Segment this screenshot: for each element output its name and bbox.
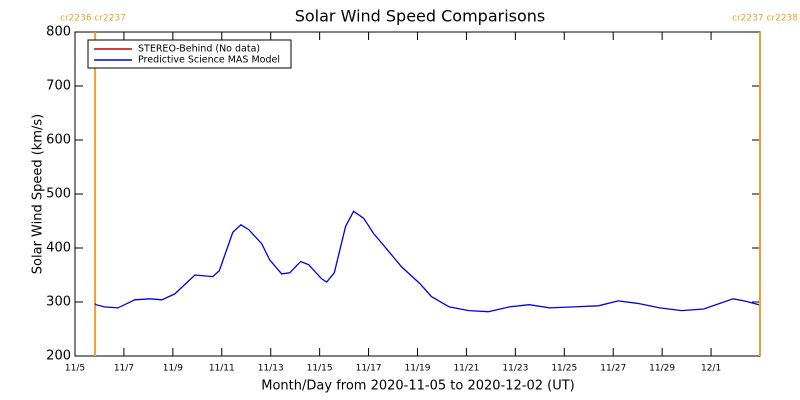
chart-title: Solar Wind Speed Comparisons <box>295 7 546 26</box>
x-tick-label: 11/19 <box>405 364 431 374</box>
x-tick-label: 12/1 <box>701 364 721 374</box>
y-tick-label: 200 <box>46 349 71 364</box>
x-axis-label: Month/Day from 2020-11-05 to 2020-12-02 … <box>261 379 574 394</box>
carrington-label: cr2237 cr2238 <box>732 14 798 24</box>
x-tick-label: 11/7 <box>114 364 134 374</box>
carrington-label: cr2236 cr2237 <box>60 14 126 24</box>
legend-label: STEREO-Behind (No data) <box>138 44 260 55</box>
x-tick-label: 11/29 <box>649 364 675 374</box>
y-tick-label: 400 <box>46 241 71 256</box>
y-tick-label: 600 <box>46 133 71 148</box>
x-tick-label: 11/13 <box>258 364 284 374</box>
y-tick-label: 700 <box>46 79 71 94</box>
y-tick-label: 800 <box>46 25 71 40</box>
x-tick-label: 11/15 <box>307 364 333 374</box>
x-tick-label: 11/5 <box>65 364 85 374</box>
x-tick-label: 11/25 <box>551 364 577 374</box>
x-tick-label: 11/11 <box>209 364 235 374</box>
y-tick-label: 300 <box>46 295 71 310</box>
x-tick-label: 11/17 <box>356 364 382 374</box>
legend-label: Predictive Science MAS Model <box>138 55 280 66</box>
y-axis-label: Solar Wind Speed (km/s) <box>31 114 46 274</box>
x-tick-label: 11/21 <box>453 364 479 374</box>
x-tick-label: 11/9 <box>163 364 183 374</box>
series-line <box>94 210 760 313</box>
y-tick-label: 500 <box>46 187 71 202</box>
legend-box <box>87 39 292 69</box>
x-tick-label: 11/23 <box>502 364 528 374</box>
x-tick-label: 11/27 <box>600 364 626 374</box>
